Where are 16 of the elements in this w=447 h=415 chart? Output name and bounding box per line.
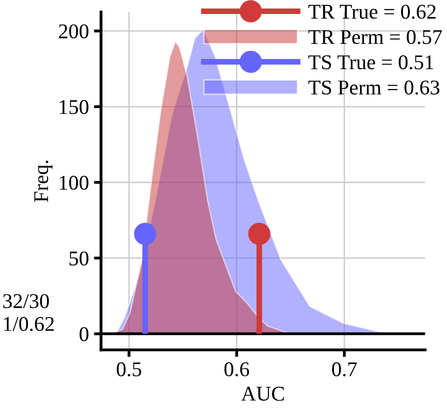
y-tick-label: 100	[60, 176, 88, 190]
text: 32/30	[3, 294, 49, 308]
y-tick-label: 0	[80, 327, 88, 342]
legend-label: TS Perm = 0.63	[308, 80, 440, 95]
x-tick-label: 0.7	[332, 362, 357, 376]
legend-label: TR True = 0.62	[308, 4, 436, 19]
x-axis-title: AUC	[241, 386, 284, 401]
legend-label: TS True = 0.51	[308, 55, 434, 70]
y-axis-title: Freq.	[34, 160, 52, 202]
y-tick-label: 50	[70, 251, 88, 266]
legend-label: TR Perm = 0.57	[308, 30, 442, 44]
y-tick-label: 150	[60, 100, 88, 114]
y-tick-label: 200	[58, 24, 88, 38]
x-tick-label: 0.6	[224, 362, 250, 376]
x-tick-label: 0.5	[116, 362, 142, 376]
text: 1/0.62	[4, 316, 54, 332]
